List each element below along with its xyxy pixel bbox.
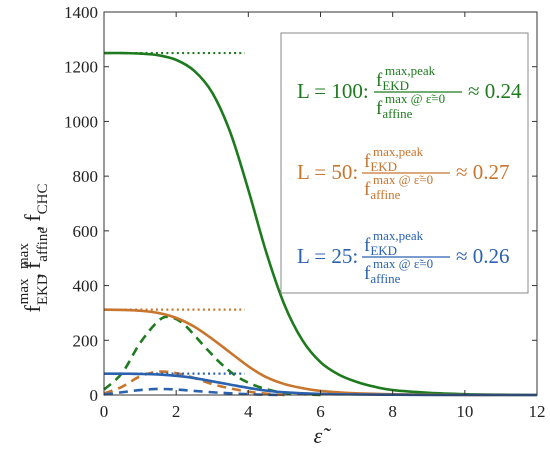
y-tick-label: 1000 (64, 112, 98, 131)
den-sub: affine (370, 271, 400, 286)
annotation-denominator: faffinemax @ ε̃=0 (364, 256, 433, 286)
series-l25-dashed (103, 387, 285, 397)
num-sup: max,peak (385, 63, 436, 78)
annotation-box (280, 32, 529, 294)
y-label-sup1: max (16, 278, 32, 304)
series-l100-solid (103, 51, 538, 397)
x-tick-label: 4 (244, 402, 253, 421)
y-tick-label: 0 (90, 386, 99, 405)
annotation-numerator: fEKDmax,peak (376, 63, 436, 93)
y-label-sep2: , (20, 226, 45, 232)
annotation-prefix: L = 100: (297, 79, 369, 103)
annotation-denominator: faffinemax @ ε̃=0 (376, 91, 445, 121)
x-tick-label: 10 (456, 402, 473, 421)
y-label-sub1: EKD (35, 274, 51, 305)
x-tick-label: 8 (388, 402, 397, 421)
svg-text:fEKDmax,faffinemax,fCHC: fEKDmax,faffinemax,fCHC (16, 183, 51, 312)
y-label-sep1: , (20, 273, 45, 279)
y-tick-label: 600 (73, 222, 99, 241)
num-base: f (364, 235, 371, 256)
y-label-sub2: affine (35, 227, 51, 262)
den-sup: max @ ε̃=0 (373, 172, 433, 187)
y-label-f2: f (20, 261, 45, 269)
annotation-numerator: fEKDmax,peak (364, 144, 424, 174)
y-label-sub3: CHC (35, 183, 51, 214)
y-label-sup2: max (16, 243, 32, 269)
annotation-denominator: faffinemax @ ε̃=0 (364, 172, 433, 202)
y-tick-label: 400 (73, 277, 99, 296)
num-sub: EKD (370, 243, 397, 258)
x-tick-label: 2 (172, 402, 181, 421)
den-base: f (364, 179, 371, 200)
y-tick-label: 200 (73, 331, 99, 350)
y-axis-label: fEKDmax,faffinemax,fCHC (16, 183, 51, 312)
y-tick-label: 1400 (64, 3, 98, 22)
den-sub: affine (370, 187, 400, 202)
annotation-prefix: L = 50: (297, 160, 358, 184)
num-base: f (364, 151, 371, 172)
num-sub: EKD (370, 159, 397, 174)
annotation-numerator: fEKDmax,peak (364, 228, 424, 258)
num-sup: max,peak (373, 144, 424, 159)
num-base: f (376, 70, 383, 91)
x-tick-label: 6 (316, 402, 325, 421)
annotation-value: ≈ 0.26 (456, 244, 510, 268)
num-sup: max,peak (373, 228, 424, 243)
den-sup: max @ ε̃=0 (385, 91, 445, 106)
y-tick-label: 800 (73, 167, 99, 186)
annotation-value: ≈ 0.27 (456, 160, 510, 184)
num-sub: EKD (382, 78, 409, 93)
y-tick-label: 1200 (64, 58, 98, 77)
x-tick-label: 12 (529, 402, 546, 421)
den-sub: affine (382, 106, 412, 121)
den-sup: max @ ε̃=0 (373, 256, 433, 271)
x-tick-label: 0 (100, 402, 109, 421)
den-base: f (364, 263, 371, 284)
annotation-value: ≈ 0.24 (468, 79, 522, 103)
y-label-f3: f (20, 214, 45, 222)
axes-layer: 0 2 4 6 8 10 12 0 200 400 600 800 1000 1200 1400 (64, 3, 546, 421)
series-layer (103, 51, 538, 397)
y-label-f1: f (20, 305, 45, 313)
den-base: f (376, 98, 383, 119)
annotation-prefix: L = 25: (297, 244, 358, 268)
